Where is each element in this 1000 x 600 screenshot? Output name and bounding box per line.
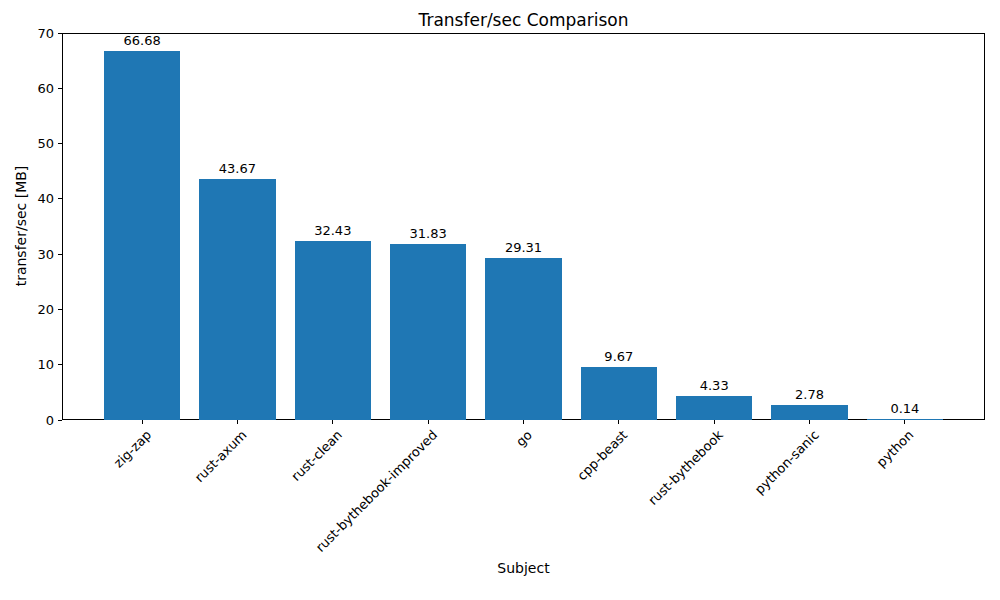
y-tick-mark — [58, 143, 62, 144]
bar-rust-clean — [295, 241, 371, 420]
bar-value-label: 29.31 — [505, 240, 542, 255]
y-tick-mark — [58, 88, 62, 89]
x-tick-mark — [904, 420, 905, 424]
bar-value-label: 32.43 — [314, 223, 351, 238]
y-tick-mark — [58, 198, 62, 199]
bar-rust-bythebook-improved — [390, 244, 466, 420]
bar-value-label: 43.67 — [219, 161, 256, 176]
y-tick-mark — [58, 420, 62, 421]
y-tick-label: 30 — [37, 248, 54, 261]
x-tick-mark — [332, 420, 333, 424]
x-tick-mark — [428, 420, 429, 424]
bar-value-label: 4.33 — [700, 378, 729, 393]
x-axis-label: Subject — [62, 560, 985, 576]
bar-value-label: 9.67 — [604, 349, 633, 364]
bar-rust-bythebook — [676, 396, 752, 420]
y-tick-mark — [58, 364, 62, 365]
y-tick-label: 20 — [37, 303, 54, 316]
bar-python-sanic — [771, 405, 847, 420]
y-tick-label: 40 — [37, 192, 54, 205]
y-tick-label: 0 — [46, 414, 54, 427]
bar-cpp-beast — [581, 367, 657, 420]
x-tick-label: go — [514, 428, 535, 449]
y-tick-label: 60 — [37, 82, 54, 95]
x-tick-mark — [809, 420, 810, 424]
x-tick-mark — [142, 420, 143, 424]
x-tick-label: cpp-beast — [575, 428, 630, 483]
x-tick-label: python — [875, 428, 917, 470]
bar-value-label: 66.68 — [123, 33, 160, 48]
x-tick-mark — [714, 420, 715, 424]
bar-value-label: 31.83 — [410, 226, 447, 241]
y-tick-label: 70 — [37, 27, 54, 40]
x-tick-label: rust-bythebook — [646, 428, 726, 508]
bar-go — [485, 258, 561, 420]
y-tick-label: 10 — [37, 358, 54, 371]
x-tick-label: zig-zap — [111, 428, 154, 471]
x-tick-mark — [523, 420, 524, 424]
bar-value-label: 2.78 — [795, 387, 824, 402]
bar-rust-axum — [199, 179, 275, 420]
y-axis-label: transfer/sec [MB] — [13, 166, 29, 287]
x-tick-label: python-sanic — [752, 428, 821, 497]
y-tick-mark — [58, 254, 62, 255]
y-tick-mark — [58, 33, 62, 34]
x-tick-mark — [618, 420, 619, 424]
bar-chart-figure: Transfer/sec Comparison transfer/sec [MB… — [0, 0, 1000, 600]
chart-title: Transfer/sec Comparison — [62, 10, 985, 30]
y-tick-label: 50 — [37, 137, 54, 150]
y-tick-mark — [58, 309, 62, 310]
x-tick-label: rust-axum — [192, 428, 249, 485]
x-tick-mark — [237, 420, 238, 424]
x-tick-label: rust-clean — [289, 428, 345, 484]
bar-value-label: 0.14 — [890, 401, 919, 416]
bar-zig-zap — [104, 51, 180, 420]
